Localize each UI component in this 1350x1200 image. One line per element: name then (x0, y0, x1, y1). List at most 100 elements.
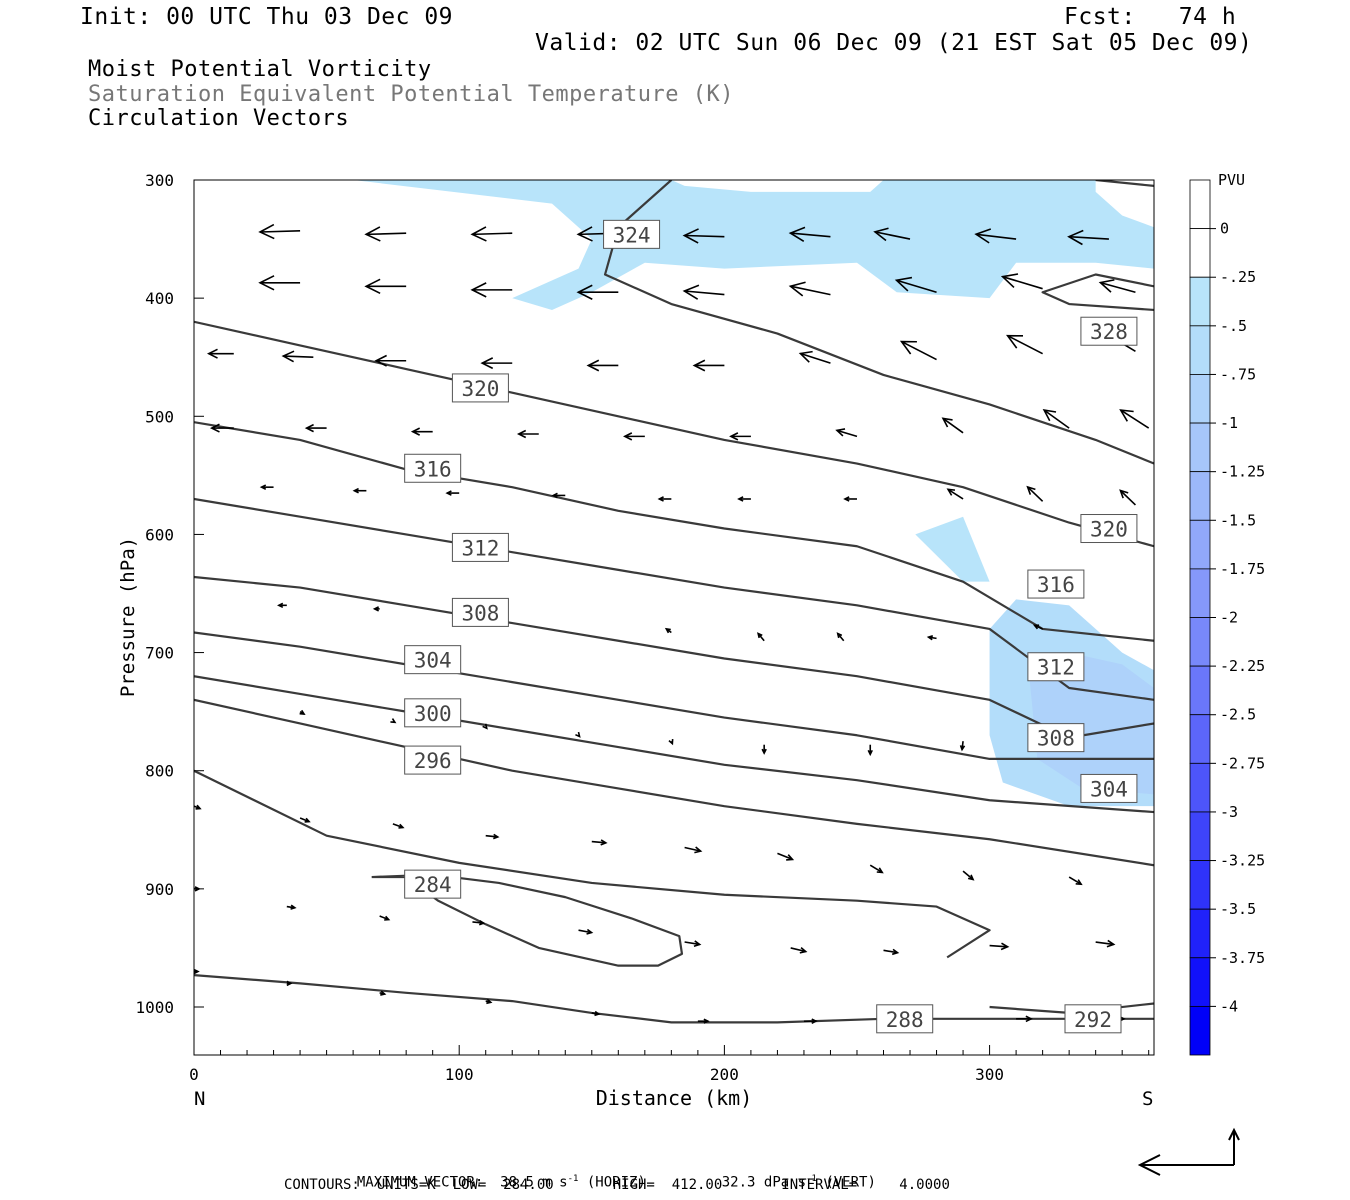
vector-58 (390, 718, 397, 724)
vector-41 (352, 487, 367, 494)
field-title-theta-es: Saturation Equivalent Potential Temperat… (88, 82, 735, 107)
vector-18 (1000, 273, 1043, 290)
vector-35 (729, 432, 751, 441)
colorbar-label-0: 0 (1220, 220, 1229, 238)
max-vector-line: MAXIMUM VECTOR: 38.5 m s-1 (HORIZ) 32.3 … (340, 1158, 876, 1191)
contour-unlabeled-2 (194, 769, 991, 959)
y-tick-label-700: 700 (145, 644, 174, 663)
vector-43 (551, 492, 566, 499)
contour-label-308-13: 308 (1027, 723, 1085, 753)
vector-80 (578, 928, 594, 935)
vector-83 (883, 948, 900, 956)
vector-94 (1016, 1015, 1033, 1023)
vector-71 (684, 846, 703, 854)
vector-85 (1095, 939, 1116, 948)
svg-text:288: 288 (886, 1008, 924, 1032)
svg-text:304: 304 (414, 649, 452, 673)
colorbar-label-11: -2.75 (1220, 754, 1265, 772)
contour-label-316-11: 316 (1027, 569, 1085, 599)
vector-0 (194, 230, 195, 232)
vector-19 (1098, 279, 1136, 294)
vector-45 (737, 496, 751, 502)
vector-59 (482, 723, 488, 730)
contour-288-1 (194, 974, 1154, 1024)
y-axis-label: Pressure (hPa) (117, 537, 139, 697)
circulation-vectors (194, 223, 1150, 1024)
colorbar-segment-15 (1189, 957, 1211, 1007)
colorbar-segment-0 (1189, 228, 1211, 278)
contour-label-288-15: 288 (876, 1004, 934, 1034)
vector-79 (472, 920, 486, 926)
contour-label-304-14: 304 (1080, 773, 1138, 803)
contour-328-12 (1095, 180, 1154, 188)
forecast-hour: Fcst: 74 h (1064, 4, 1237, 30)
colorbar-segment-3 (1189, 374, 1211, 424)
vector-57 (299, 709, 306, 715)
colorbar-label-12: -3 (1220, 803, 1238, 821)
vector-77 (286, 904, 297, 910)
vector-36 (835, 428, 858, 438)
y-tick-label-600: 600 (145, 525, 174, 544)
vector-15 (682, 284, 725, 300)
contour-label-316-2: 316 (404, 453, 462, 483)
x-tick-label-0: 0 (189, 1065, 199, 1084)
contour-label-308-4: 308 (451, 597, 509, 627)
vector-23 (480, 357, 513, 370)
contour-label-312-3: 312 (451, 532, 509, 562)
colorbar-segment-7 (1189, 568, 1211, 618)
contour-316-9 (194, 421, 1154, 642)
vector-66 (194, 804, 202, 810)
vector-54 (836, 632, 845, 642)
x-tick-label-200: 200 (710, 1065, 739, 1084)
vector-70 (591, 839, 608, 846)
vector-91 (697, 1018, 710, 1024)
svg-text:312: 312 (1037, 656, 1075, 680)
valid-time: Valid: 02 UTC Sun 06 Dec 09 (21 EST Sat … (535, 30, 1253, 56)
colorbar-segment-13 (1189, 860, 1211, 910)
vector-24 (586, 359, 619, 372)
contour-label-296-7: 296 (404, 745, 462, 775)
vector-75 (1068, 876, 1083, 886)
vector-60 (575, 731, 581, 738)
vector-61 (668, 739, 674, 746)
colorbar-label-3: -.75 (1220, 365, 1256, 383)
plot-frame (193, 179, 1155, 1056)
vector-68 (392, 823, 405, 829)
vector-62 (761, 744, 767, 755)
colorbar-segment-14 (1189, 908, 1211, 959)
colorbar-label-5: -1.25 (1220, 463, 1265, 481)
contour-label-320-1: 320 (451, 373, 509, 403)
contour-label-300-6: 300 (404, 698, 462, 728)
vector-20 (206, 348, 234, 359)
svg-text:304: 304 (1090, 777, 1128, 801)
horiz-tag: (HORIZ) (586, 1174, 646, 1191)
contour-304-6 (194, 631, 1154, 761)
vector-28 (1006, 334, 1043, 355)
colorbar-segment-9 (1189, 665, 1211, 716)
colorbar-label-13: -3.25 (1220, 852, 1265, 870)
vector-88 (379, 990, 387, 996)
vector-78 (379, 915, 391, 921)
vert-exponent: -1 (806, 1174, 817, 1184)
vector-47 (946, 488, 964, 500)
vector-7 (873, 227, 911, 242)
contour-labels: 324 320 316 312 308 304 300 296 284 328 320 316 312 3… (404, 219, 1138, 1034)
contour-label-328-9: 328 (1080, 316, 1138, 346)
vector-21 (281, 350, 314, 363)
vert-tag: (VERT) (825, 1174, 876, 1191)
contour-label-284-8: 284 (404, 869, 462, 899)
vector-6 (788, 226, 831, 243)
vector-25 (692, 359, 725, 372)
x-end-label-right: S (1142, 1088, 1153, 1110)
vector-12 (364, 278, 407, 295)
vector-46 (843, 496, 857, 502)
colorbar-label-15: -3.75 (1220, 949, 1265, 967)
svg-text:284: 284 (414, 873, 452, 897)
contour-label-320-10: 320 (1080, 514, 1138, 544)
colorbar-segment-4 (1189, 422, 1211, 473)
vector-33 (516, 429, 539, 439)
pv-region-1 (915, 516, 990, 582)
contour-300-5 (194, 675, 1154, 814)
vector-31 (304, 423, 327, 433)
